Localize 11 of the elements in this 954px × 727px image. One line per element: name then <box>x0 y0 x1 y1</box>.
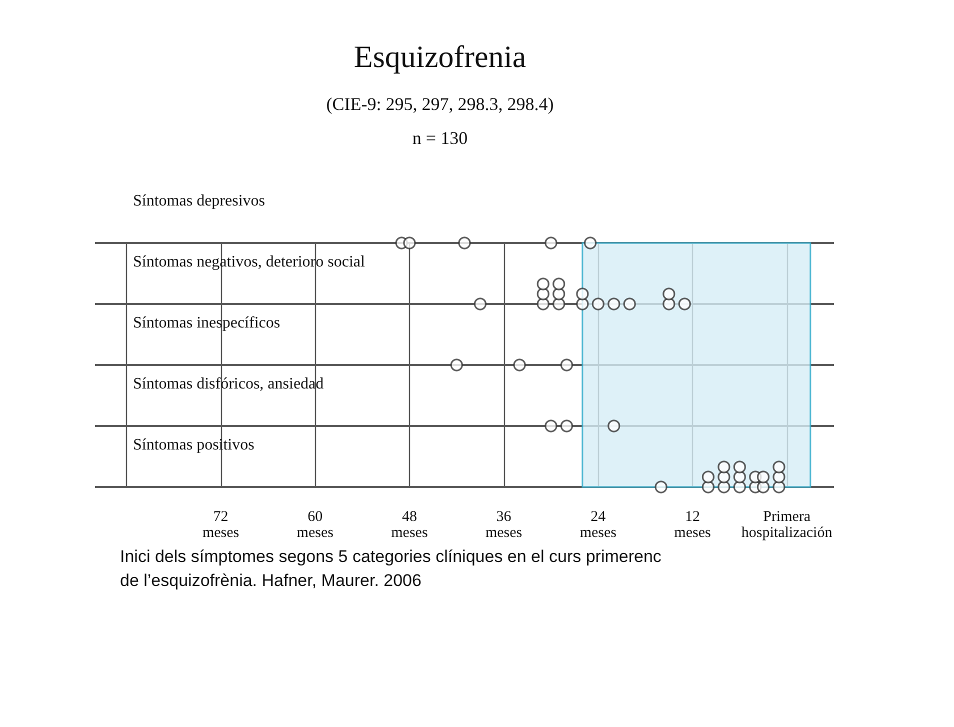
x-tick-label: Primera hospitalización <box>741 509 833 541</box>
x-tick-label: 36 meses <box>485 509 522 541</box>
x-tick-label: 12 meses <box>674 509 711 541</box>
x-tick-label: 24 meses <box>580 509 617 541</box>
x-tick-label: 60 meses <box>296 509 334 541</box>
y-tick-label: Síntomas depresivos <box>133 192 265 210</box>
text: Inici dels símptomes segons 5 categories clíniques en el curs primerenc de l’esquizofrènia. Hafner, Maurer. 2006 <box>120 546 662 592</box>
x-tick-label: 48 meses <box>391 509 428 541</box>
x-tick-label: 72 meses <box>202 509 240 541</box>
chart-title: Esquizofrenia <box>354 39 526 74</box>
chart-subtitle: (CIE-9: 295, 297, 298.3, 298.4) n = 130 <box>326 94 554 148</box>
